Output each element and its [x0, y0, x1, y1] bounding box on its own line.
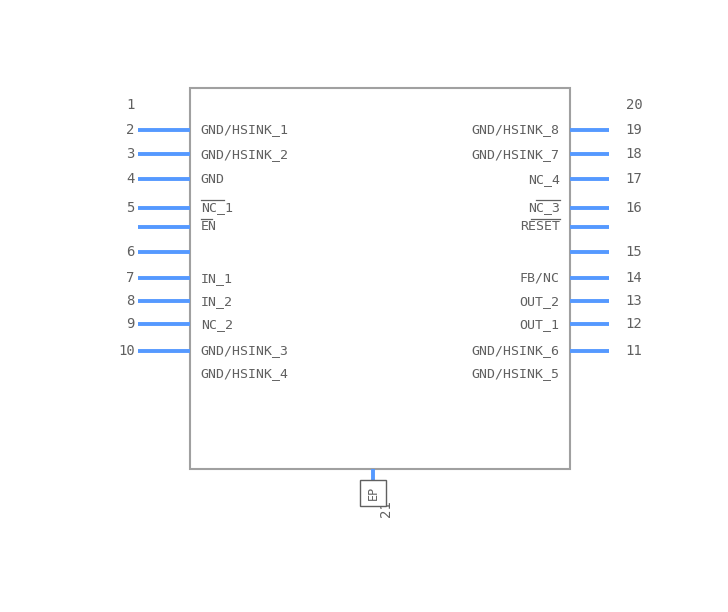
Text: NC_1: NC_1: [201, 201, 233, 214]
Text: NC_3: NC_3: [528, 201, 560, 214]
Text: GND/HSINK_3: GND/HSINK_3: [201, 345, 288, 357]
Text: 18: 18: [625, 147, 642, 162]
Text: EP: EP: [367, 486, 379, 500]
Text: 3: 3: [126, 147, 135, 162]
Text: 15: 15: [625, 245, 642, 259]
Text: IN_2: IN_2: [201, 295, 233, 308]
Text: 1: 1: [126, 98, 135, 112]
Bar: [190, 88, 570, 469]
Text: GND/HSINK_6: GND/HSINK_6: [472, 345, 560, 357]
Text: 5: 5: [126, 201, 135, 215]
Text: GND/HSINK_1: GND/HSINK_1: [201, 123, 288, 136]
Text: 12: 12: [625, 317, 642, 331]
Text: IN_1: IN_1: [201, 272, 233, 285]
Text: GND: GND: [201, 173, 225, 185]
Bar: [360, 480, 386, 506]
Text: RESET: RESET: [520, 220, 560, 233]
Text: GND/HSINK_5: GND/HSINK_5: [472, 367, 560, 380]
Text: 17: 17: [625, 172, 642, 186]
Text: 13: 13: [625, 294, 642, 308]
Text: NC_2: NC_2: [201, 318, 233, 330]
Text: 9: 9: [126, 317, 135, 331]
Text: GND/HSINK_2: GND/HSINK_2: [201, 148, 288, 161]
Text: FB/NC: FB/NC: [520, 272, 560, 285]
Text: NC_4: NC_4: [528, 173, 560, 185]
Text: 16: 16: [625, 201, 642, 215]
Text: 19: 19: [625, 122, 642, 136]
Text: GND/HSINK_7: GND/HSINK_7: [472, 148, 560, 161]
Text: 6: 6: [126, 245, 135, 259]
Text: 2: 2: [126, 122, 135, 136]
Text: 8: 8: [126, 294, 135, 308]
Text: OUT_2: OUT_2: [520, 295, 560, 308]
Text: 7: 7: [126, 272, 135, 285]
Text: 10: 10: [118, 344, 135, 358]
Text: GND/HSINK_4: GND/HSINK_4: [201, 367, 288, 380]
Text: 11: 11: [625, 344, 642, 358]
Text: 20: 20: [625, 98, 642, 112]
Text: EN: EN: [201, 220, 217, 233]
Text: 14: 14: [625, 272, 642, 285]
Text: 21: 21: [379, 500, 392, 517]
Text: 4: 4: [126, 172, 135, 186]
Text: OUT_1: OUT_1: [520, 318, 560, 330]
Text: GND/HSINK_8: GND/HSINK_8: [472, 123, 560, 136]
